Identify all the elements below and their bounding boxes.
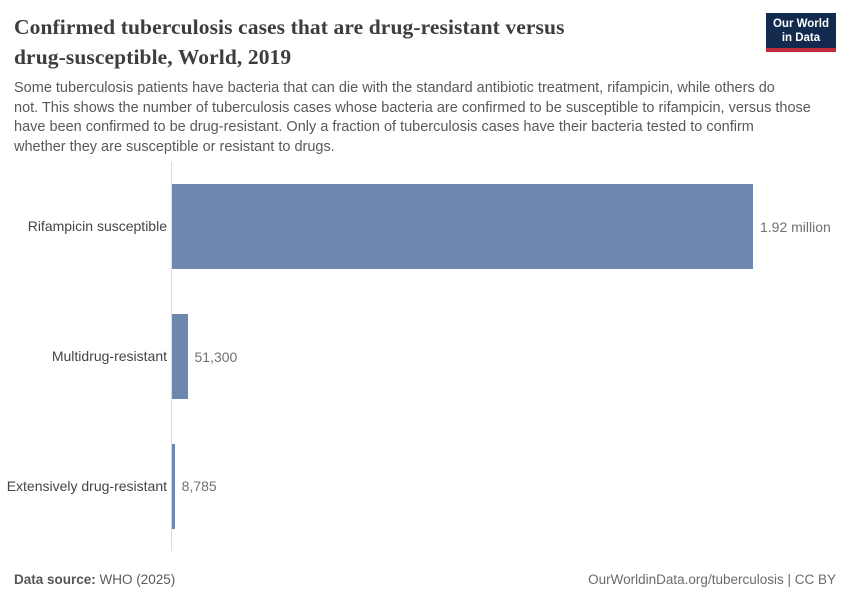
data-source-value: WHO (2025) xyxy=(95,572,176,587)
subtitle-line-4: whether they are susceptible or resistan… xyxy=(14,138,335,155)
bar-track: 51,300 xyxy=(172,292,850,422)
subtitle-line-1: Some tuberculosis patients have bacteria… xyxy=(14,80,775,96)
data-source-label: Data source: xyxy=(14,572,96,587)
category-label: Extensively drug-resistant xyxy=(6,477,167,494)
value-label: 1.92 million xyxy=(760,218,831,235)
category-label: Rifampicin susceptible xyxy=(27,218,167,235)
chart-row: Rifampicin susceptible 1.92 million xyxy=(0,162,850,292)
value-label: 8,785 xyxy=(181,478,217,495)
category-label: Multidrug-resistant xyxy=(51,348,167,364)
subtitle-line-3: have been confirmed to be drug-resistant… xyxy=(14,119,754,135)
bar-track: 1.92 million xyxy=(172,162,850,292)
owid-logo: Our World in Data xyxy=(765,13,836,52)
chart-header: Confirmed tuberculosis cases that are dr… xyxy=(14,12,811,157)
value-label: 51,300 xyxy=(194,348,238,365)
chart-row: Multidrug-resistant 51,300 xyxy=(0,292,850,422)
y-axis-line xyxy=(171,162,172,551)
chart-footer: Data source: WHO (2025) OurWorldinData.o… xyxy=(14,572,836,587)
bar[interactable] xyxy=(172,184,753,270)
bar-track: 8,785 xyxy=(172,421,850,551)
owid-logo-line-1: Our World xyxy=(772,18,829,30)
chart-row: Extensively drug-resistant 8,785 xyxy=(0,421,850,551)
owid-logo-line-2: in Data xyxy=(781,32,821,44)
title-line-1: Confirmed tuberculosis cases that are dr… xyxy=(14,15,565,39)
chart-subtitle: Some tuberculosis patients have bacteria… xyxy=(14,79,839,157)
bar-chart: Rifampicin susceptible 1.92 million Multid… xyxy=(0,162,850,551)
title-line-2: drug-susceptible, World, 2019 xyxy=(14,45,292,69)
attribution-link: OurWorldinData.org/tuberculosis | CC BY xyxy=(588,572,836,587)
data-source: Data source: WHO (2025) xyxy=(14,572,175,587)
bar[interactable] xyxy=(172,314,188,399)
subtitle-line-2: not. This shows the number of tuberculos… xyxy=(14,99,811,116)
page-title: Confirmed tuberculosis cases that are dr… xyxy=(14,12,759,72)
bar[interactable] xyxy=(172,443,175,529)
